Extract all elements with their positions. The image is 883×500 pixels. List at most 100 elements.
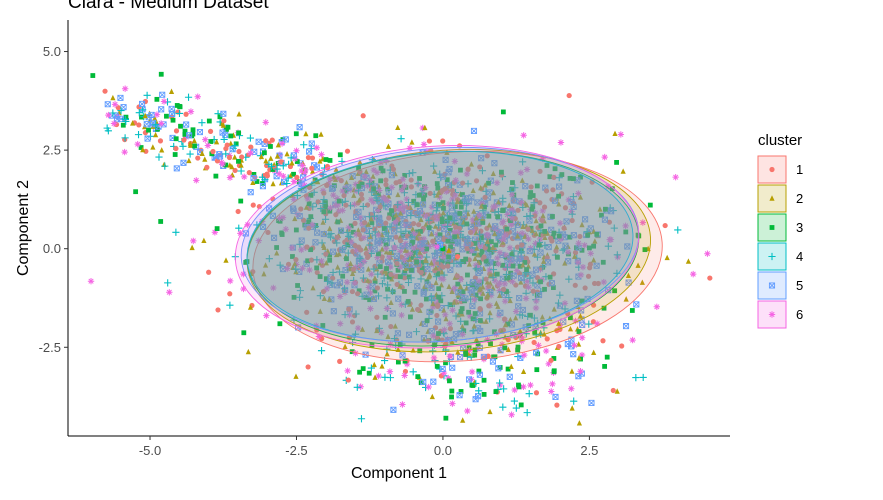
series-5-point (183, 121, 190, 128)
series-3-point (377, 264, 383, 270)
series-3-point (466, 345, 472, 351)
series-2-point (428, 260, 435, 266)
series-3-point (344, 256, 349, 262)
series-4-point (404, 198, 413, 207)
series-1-point (548, 235, 554, 241)
series-2-point (417, 249, 423, 255)
series-4-point (425, 216, 433, 224)
series-3-point (225, 124, 231, 130)
series-1-point (224, 142, 230, 148)
series-3-point (472, 241, 478, 246)
series-5-point (251, 148, 258, 155)
series-3-point (555, 254, 560, 260)
legend-label: 1 (796, 162, 803, 177)
series-6-point (153, 111, 161, 118)
series-5-point (250, 175, 257, 182)
series-6-point (494, 254, 501, 262)
series-3-point (421, 196, 426, 202)
series-2-point (482, 182, 488, 188)
series-2-point (470, 187, 476, 194)
series-4-point (366, 241, 374, 249)
series-4-point (352, 310, 360, 318)
series-3-point (458, 167, 463, 173)
series-2-point (379, 231, 385, 238)
series-4-point (520, 276, 528, 284)
series-3-point (463, 256, 469, 262)
series-3-point (384, 266, 389, 271)
series-6-point (420, 235, 428, 243)
series-1-point (454, 273, 460, 279)
series-4-point (511, 184, 519, 192)
series-4-point (104, 127, 112, 135)
series-4-point (135, 109, 143, 117)
series-2-point (191, 137, 197, 144)
series-3-point (480, 220, 486, 225)
series-4-point (429, 347, 437, 355)
series-2-point (468, 161, 475, 167)
series-3-point (522, 260, 528, 265)
series-2-point (202, 156, 208, 162)
series-6-point (457, 276, 464, 283)
series-1-point (569, 217, 575, 224)
x-tick-label: 0.0 (434, 443, 452, 458)
series-2-point (499, 328, 505, 334)
series-6-point (484, 231, 491, 239)
series-5-point (395, 295, 402, 302)
series-4-point (436, 257, 444, 265)
series-2-point (397, 210, 404, 216)
series-3-point (397, 274, 403, 280)
series-2-point (517, 327, 523, 334)
series-5-point (457, 354, 464, 361)
series-6-point (568, 208, 575, 215)
series-1-point (323, 251, 329, 257)
series-4-point (537, 330, 545, 338)
series-6-point (574, 259, 582, 266)
series-2-point (576, 341, 582, 347)
series-3-point (464, 221, 470, 227)
series-2-point (383, 248, 389, 255)
series-1-point (436, 266, 442, 273)
series-2-point (395, 191, 401, 198)
series-6-point (401, 372, 408, 379)
series-6-point (496, 287, 503, 294)
series-6-point (399, 244, 406, 251)
series-4-point (353, 383, 361, 391)
y-tick-label: 2.5 (43, 143, 61, 158)
series-2-point (363, 168, 369, 175)
series-5-point (519, 306, 526, 314)
series-5-point (405, 331, 413, 338)
y-axis-title: Component 2 (15, 180, 32, 276)
cluster-2-center-marker (446, 247, 452, 253)
series-1-point (345, 377, 351, 383)
series-1-point (482, 245, 488, 251)
series-6-point (398, 301, 405, 308)
series-6-point (244, 221, 251, 228)
series-3-point (376, 251, 381, 257)
series-4-point (450, 216, 458, 225)
series-2-point (591, 349, 597, 356)
series-3-point (585, 232, 591, 238)
series-5-point (582, 216, 589, 223)
series-1-point (263, 138, 269, 144)
series-4-point (610, 224, 618, 232)
series-3-point (405, 299, 411, 304)
series-6-point (387, 340, 394, 348)
series-6-point (486, 266, 493, 274)
series-4-point (122, 117, 130, 126)
series-1-point (349, 319, 356, 325)
series-2-point (625, 272, 632, 278)
series-1-point (397, 238, 404, 244)
series-5-point (173, 165, 180, 172)
series-6-point (334, 201, 342, 209)
series-4-point (366, 213, 374, 221)
series-6-point (452, 177, 459, 184)
series-3-point (609, 186, 615, 192)
series-3-point (470, 316, 476, 322)
series-6-point (343, 279, 351, 286)
series-4-point (300, 141, 308, 149)
series-6-point (383, 305, 391, 312)
series-3-point (406, 274, 412, 280)
series-5-point (456, 392, 463, 399)
series-6-point (548, 388, 555, 395)
series-2-point (466, 261, 472, 267)
